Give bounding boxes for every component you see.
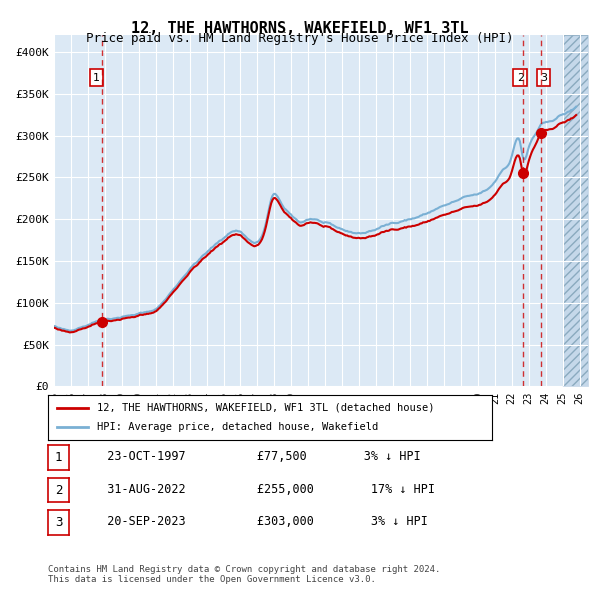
- Text: 23-OCT-1997          £77,500        3% ↓ HPI: 23-OCT-1997 £77,500 3% ↓ HPI: [93, 450, 421, 463]
- Text: HPI: Average price, detached house, Wakefield: HPI: Average price, detached house, Wake…: [97, 422, 378, 432]
- Text: 3: 3: [55, 516, 62, 529]
- Text: 2: 2: [517, 73, 524, 83]
- Text: 31-AUG-2022          £255,000        17% ↓ HPI: 31-AUG-2022 £255,000 17% ↓ HPI: [93, 483, 435, 496]
- Text: 1: 1: [55, 451, 62, 464]
- Text: 12, THE HAWTHORNS, WAKEFIELD, WF1 3TL: 12, THE HAWTHORNS, WAKEFIELD, WF1 3TL: [131, 21, 469, 35]
- Text: Price paid vs. HM Land Registry's House Price Index (HPI): Price paid vs. HM Land Registry's House …: [86, 32, 514, 45]
- Text: 2: 2: [55, 484, 62, 497]
- Text: 1: 1: [93, 73, 100, 83]
- Text: 3: 3: [540, 73, 547, 83]
- Text: 12, THE HAWTHORNS, WAKEFIELD, WF1 3TL (detached house): 12, THE HAWTHORNS, WAKEFIELD, WF1 3TL (d…: [97, 403, 434, 412]
- Text: 20-SEP-2023          £303,000        3% ↓ HPI: 20-SEP-2023 £303,000 3% ↓ HPI: [93, 515, 428, 528]
- Text: Contains HM Land Registry data © Crown copyright and database right 2024.
This d: Contains HM Land Registry data © Crown c…: [48, 565, 440, 584]
